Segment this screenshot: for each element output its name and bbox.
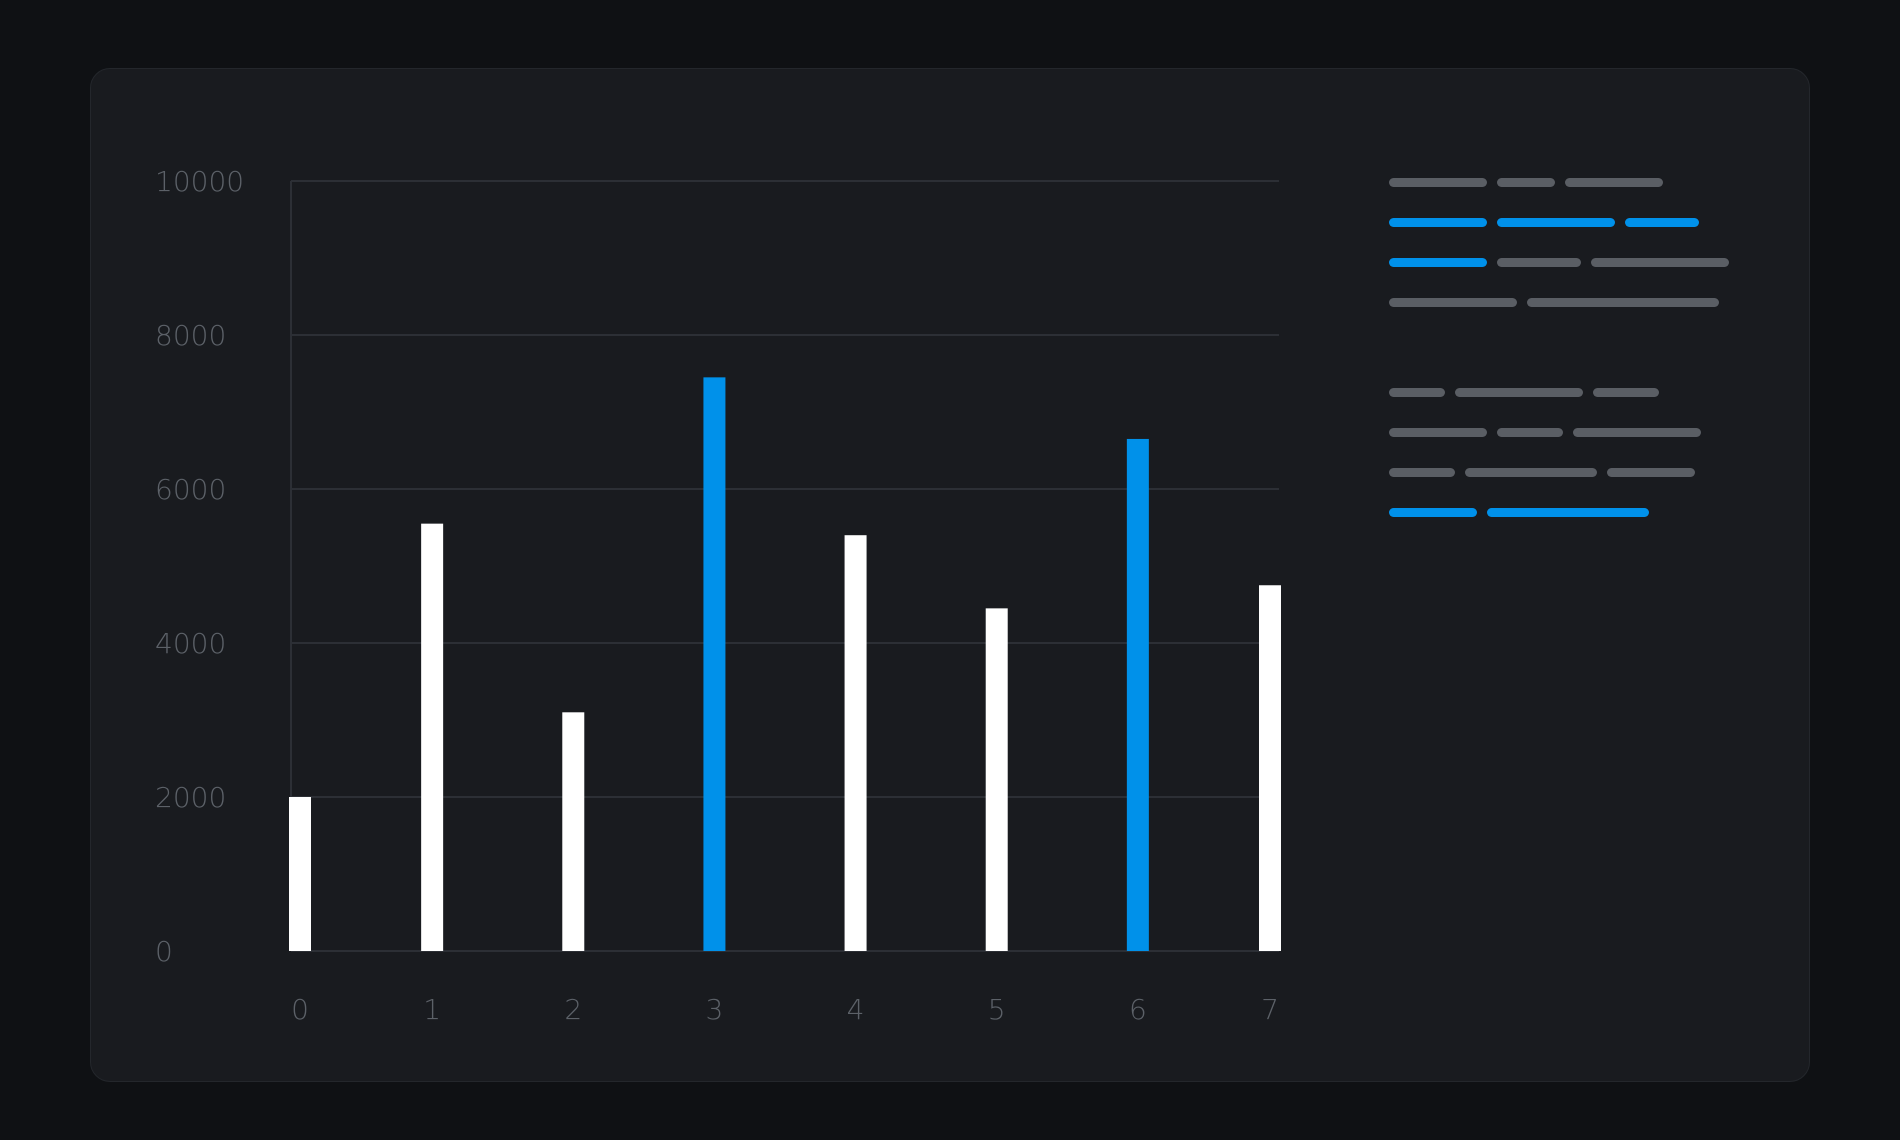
- legend-placeholder-line: [1625, 218, 1699, 227]
- legend-placeholder-line: [1497, 218, 1615, 227]
- bar-2: [562, 712, 585, 951]
- legend-placeholder-line: [1389, 468, 1455, 477]
- bar-0: [289, 797, 311, 951]
- bar-1: [421, 523, 444, 951]
- bar-6: [1126, 438, 1149, 951]
- x-tick-label: 5: [988, 993, 1006, 1026]
- legend-placeholder-line: [1593, 388, 1659, 397]
- legend-placeholder-line: [1573, 428, 1701, 437]
- legend-placeholder-line: [1591, 258, 1729, 267]
- x-tick-label: 0: [291, 993, 309, 1026]
- x-tick-labels: 0 1 2 3 4 5 6 7: [291, 993, 1279, 1026]
- legend-placeholder-line: [1497, 428, 1563, 437]
- legend-placeholder-line: [1487, 508, 1649, 517]
- legend-placeholder-line: [1527, 298, 1719, 307]
- x-tick-label: 4: [847, 993, 865, 1026]
- legend-placeholder-line: [1607, 468, 1695, 477]
- y-tick-label: 2000: [155, 781, 226, 814]
- legend-placeholder-line: [1455, 388, 1583, 397]
- chart-card: 0 2000 4000 6000 8000 10000 0 1 2 3 4 5 6 7: [90, 68, 1810, 1082]
- y-tick-label: 0: [155, 935, 173, 968]
- x-tick-label: 2: [564, 993, 582, 1026]
- y-tick-label: 4000: [155, 627, 226, 660]
- bar-7: [1259, 585, 1281, 951]
- y-tick-label: 6000: [155, 473, 226, 506]
- x-tick-label: 6: [1129, 993, 1147, 1026]
- bar-4: [844, 535, 867, 951]
- legend-placeholder-line: [1389, 298, 1517, 307]
- bar-3: [703, 377, 726, 952]
- x-tick-label: 3: [706, 993, 724, 1026]
- y-tick-label: 10000: [155, 165, 244, 198]
- bars: [289, 377, 1281, 952]
- legend-placeholder-line: [1389, 258, 1487, 267]
- grid-lines: [291, 180, 1279, 798]
- bar-5: [985, 608, 1008, 951]
- y-tick-labels: 0 2000 4000 6000 8000 10000: [155, 165, 244, 968]
- legend-placeholder-line: [1389, 428, 1487, 437]
- y-tick-label: 8000: [155, 319, 226, 352]
- x-tick-label: 1: [423, 993, 441, 1026]
- legend-placeholder-line: [1497, 178, 1555, 187]
- legend-placeholder-line: [1389, 508, 1477, 517]
- legend-placeholder-line: [1465, 468, 1597, 477]
- legend-placeholder-line: [1389, 218, 1487, 227]
- legend-placeholder-line: [1389, 178, 1487, 187]
- legend-placeholder-line: [1565, 178, 1663, 187]
- legend-placeholder-line: [1497, 258, 1581, 267]
- bar-chart: 0 2000 4000 6000 8000 10000 0 1 2 3 4 5 6 7: [155, 165, 1281, 1026]
- x-tick-label: 7: [1261, 993, 1279, 1026]
- legend-placeholder-line: [1389, 388, 1445, 397]
